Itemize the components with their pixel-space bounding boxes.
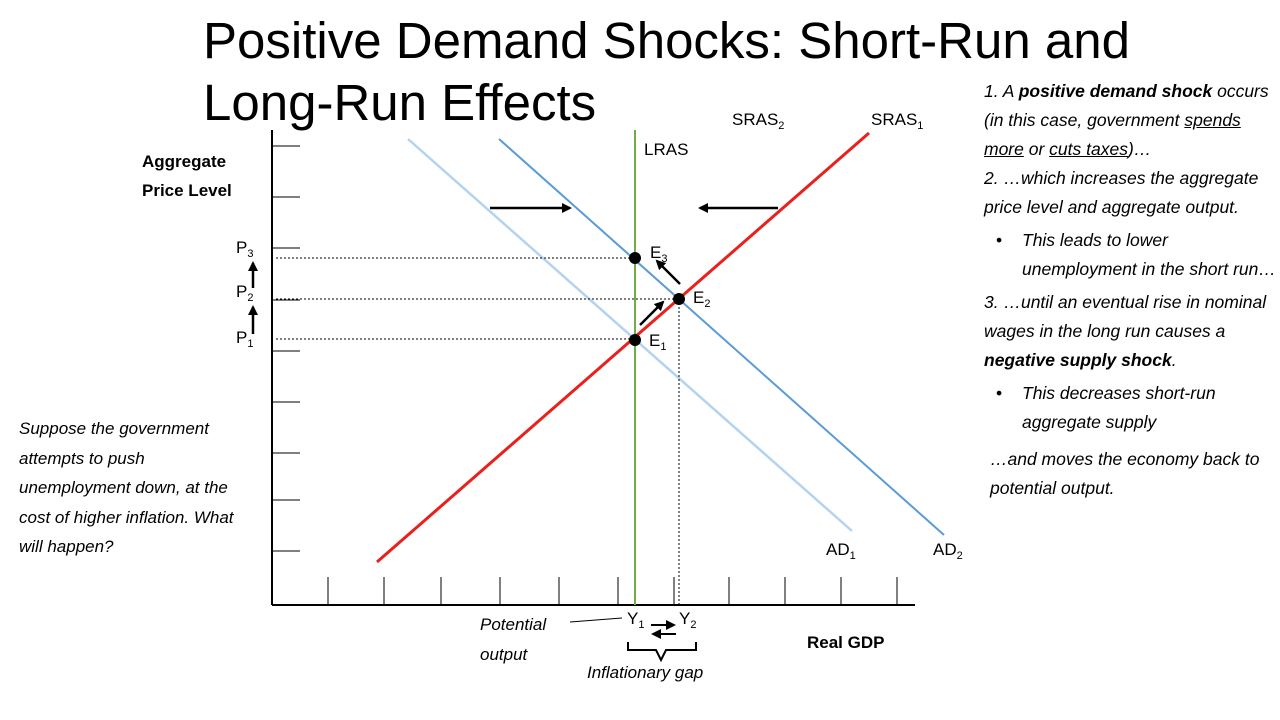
ad1-curve (407, 138, 853, 532)
potential-output-label-line1: Potential (480, 615, 547, 634)
equilibrium-label-e2: E2 (693, 288, 710, 310)
potential-output-label-line2: output (480, 645, 529, 664)
lras-label: LRAS (644, 140, 688, 159)
slide-title: Positive Demand Shocks: Short-Run and Lo… (203, 12, 1130, 131)
equilibrium-point-e1 (629, 334, 641, 346)
equilibrium-label-e1: E1 (649, 331, 666, 353)
explanation-notes: 1. A positive demand shock occurs (in th… (984, 77, 1276, 503)
sras1-label: SRAS1 (871, 110, 923, 132)
potential-output-pointer (569, 617, 623, 623)
e1-to-e2-arrow (639, 300, 665, 326)
output-label-y1: Y1 (627, 609, 644, 631)
ad2-sras2-curve (498, 138, 945, 536)
inflationary-gap-brace (627, 642, 697, 663)
side-note-question: Suppose the government attempts to push … (19, 419, 234, 556)
note-step-3-bullets: This decreases short-run aggregate suppl… (984, 379, 1276, 437)
note-step-2: 2. …which increases the aggregate price … (984, 168, 1259, 217)
inflationary-gap-label: Inflationary gap (587, 663, 703, 682)
e2-to-e3-arrow (655, 259, 681, 285)
sras1-curve (376, 131, 870, 564)
note-step-2-bullet: This leads to lower unemployment in the … (996, 226, 1276, 284)
equilibrium-point-e2 (673, 293, 685, 305)
ad2-label: AD2 (933, 540, 963, 562)
price-label-p3: P3 (236, 238, 253, 260)
ad1-label: AD1 (826, 540, 856, 562)
note-step-2-bullets: This leads to lower unemployment in the … (984, 226, 1276, 284)
price-label-p2: P2 (236, 282, 253, 304)
note-conclusion: …and moves the economy back to potential… (990, 449, 1260, 498)
note-step-3-bullet: This decreases short-run aggregate suppl… (996, 379, 1276, 437)
y-axis-label-line1: Aggregate (142, 152, 226, 171)
sras2-label: SRAS2 (732, 110, 784, 132)
output-label-y2: Y2 (679, 609, 696, 631)
y-axis-label-line2: Price Level (142, 181, 232, 200)
price-label-p1: P1 (236, 328, 253, 350)
dotted-guides (276, 257, 680, 605)
x-axis-ticks (327, 577, 898, 605)
equilibrium-label-e3: E3 (650, 243, 667, 265)
note-step-3: 3. …until an eventual rise in nominal wa… (984, 292, 1267, 370)
x-axis-label: Real GDP (807, 633, 884, 652)
note-step-1: 1. A positive demand shock occurs (in th… (984, 81, 1269, 159)
equilibrium-point-e3 (629, 252, 641, 264)
y-axis-ticks (272, 145, 300, 552)
